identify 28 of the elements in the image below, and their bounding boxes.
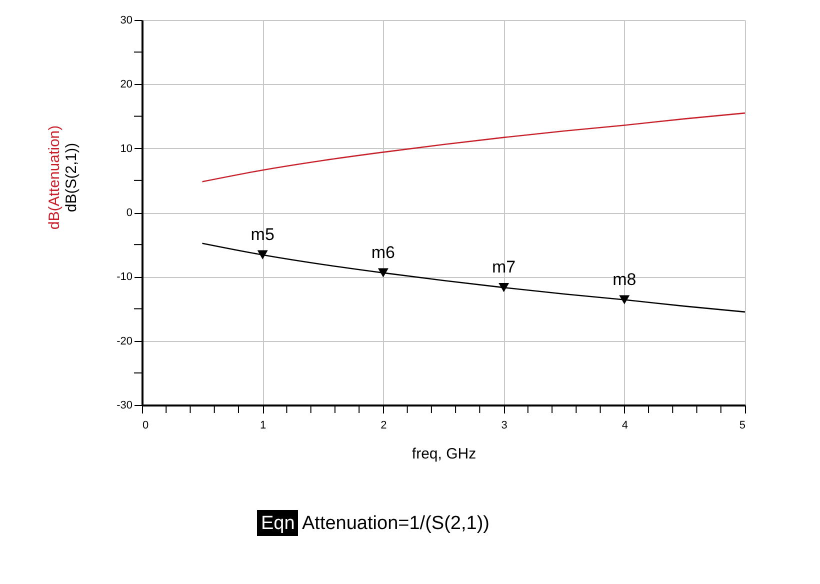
point <box>257 250 268 260</box>
point <box>619 295 630 304</box>
x-tick-label: 5 <box>739 420 746 432</box>
line-series <box>202 242 746 313</box>
annotation: m7 <box>492 258 516 277</box>
annotation: m5 <box>250 224 274 244</box>
point <box>378 268 388 278</box>
text: Attenuation=1/(S(2,1)) <box>302 513 490 534</box>
annotation: m8 <box>612 270 636 289</box>
y-tick-label: 20 <box>120 78 132 91</box>
text: dB(Attenuation) <box>46 125 63 230</box>
y-tick-label: 30 <box>120 14 132 26</box>
x-tick-label: 1 <box>260 420 266 432</box>
y-tick-label: -10 <box>116 271 132 284</box>
line-series <box>202 112 746 182</box>
annotation: m6 <box>371 242 396 262</box>
point <box>498 283 510 292</box>
x-tick-label: 3 <box>501 420 508 432</box>
text: dB(S(2,1)) <box>63 142 80 212</box>
x-tick-label: 4 <box>622 420 628 432</box>
y-tick-label: -20 <box>116 335 132 348</box>
x-axis-title: freq, GHz <box>412 446 476 462</box>
x-tick-label: 2 <box>380 420 387 432</box>
y-tick-label: 0 <box>126 207 132 219</box>
x-tick-label: 0 <box>142 420 149 432</box>
y-tick-label: 10 <box>120 142 132 155</box>
y-tick-label: -30 <box>116 400 132 412</box>
text: Eqn <box>261 513 295 534</box>
